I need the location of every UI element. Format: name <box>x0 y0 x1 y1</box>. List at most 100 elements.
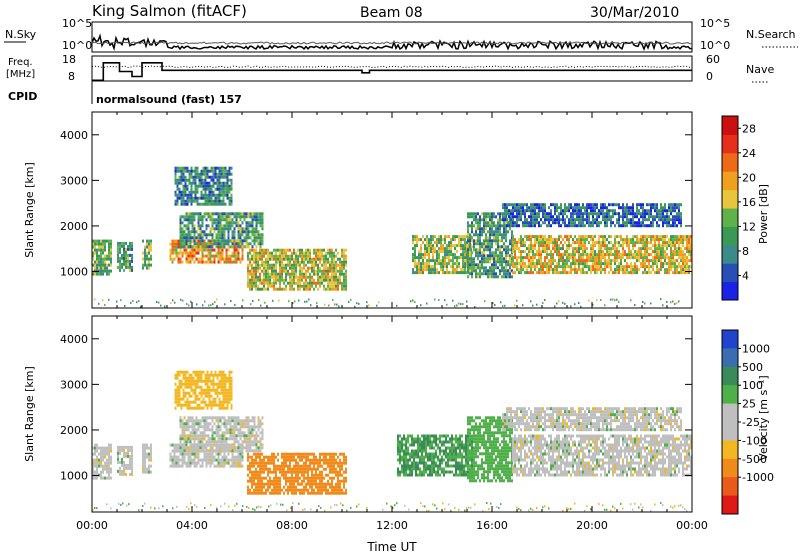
range-gate-cell <box>501 245 503 249</box>
range-gate-cell <box>207 224 210 228</box>
range-gate-cell <box>471 230 473 234</box>
range-gate-cell <box>94 263 96 267</box>
range-gate-cell <box>251 440 254 444</box>
range-gate-cell <box>301 278 303 282</box>
range-gate-cell <box>225 221 228 225</box>
range-gate-cell <box>283 269 285 273</box>
range-gate-cell <box>479 227 481 231</box>
range-gate-cell <box>195 431 198 435</box>
range-gate-cell <box>223 425 226 429</box>
range-gate-cell <box>612 271 614 275</box>
range-gate-cell <box>195 446 198 450</box>
range-gate-cell <box>520 215 522 219</box>
range-gate-cell <box>582 206 584 210</box>
range-gate-cell <box>181 422 184 426</box>
range-gate-cell <box>173 455 176 459</box>
range-gate-cell <box>197 434 200 438</box>
range-gate-cell <box>281 260 283 264</box>
range-gate-cell <box>186 202 189 206</box>
range-gate-cell <box>315 284 317 288</box>
range-gate-cell <box>566 250 568 254</box>
range-gate-cell <box>646 203 648 207</box>
range-gate-cell <box>253 428 256 432</box>
range-gate-cell <box>261 236 264 240</box>
range-gate-cell <box>183 428 186 432</box>
range-gate-cell <box>241 452 244 456</box>
range-gate-cell <box>225 224 228 228</box>
range-gate-cell <box>520 244 522 248</box>
range-gate-cell <box>479 221 481 225</box>
range-gate-cell <box>222 169 225 173</box>
range-gate-cell <box>434 250 436 254</box>
range-gate-cell <box>568 206 570 210</box>
range-gate-cell <box>219 215 222 219</box>
range-gate-cell <box>646 259 648 263</box>
range-gate-cell <box>536 250 538 254</box>
range-gate-cell <box>228 187 231 191</box>
range-gate-cell <box>469 260 471 264</box>
range-gate-cell <box>489 227 491 231</box>
range-gate-cell <box>337 284 339 288</box>
range-gate-cell <box>479 269 481 273</box>
range-gate-cell <box>220 199 223 203</box>
range-gate-cell <box>471 272 473 276</box>
range-gate-cell <box>485 260 487 264</box>
range-gate-cell <box>229 221 232 225</box>
range-gate-cell <box>217 215 220 219</box>
range-gate-cell <box>618 253 620 257</box>
range-gate-cell <box>108 242 110 246</box>
range-gate-cell <box>96 251 98 255</box>
range-gate-cell <box>584 259 586 263</box>
range-gate-cell <box>257 239 260 243</box>
range-gate-cell <box>249 287 251 291</box>
range-gate-cell <box>265 281 267 285</box>
range-gate-cell <box>150 449 152 453</box>
range-gate-cell <box>269 284 271 288</box>
range-gate-cell <box>223 431 226 435</box>
range-gate-cell <box>556 262 558 266</box>
range-gate-cell <box>684 271 686 275</box>
range-gate-cell <box>309 275 311 279</box>
nsearch-trace <box>91 41 693 45</box>
range-gate-cell <box>201 242 204 246</box>
range-gate-cell <box>574 221 576 225</box>
range-gate-cell <box>690 250 692 254</box>
range-gate-cell <box>491 266 493 270</box>
range-gate-cell <box>178 373 181 377</box>
range-gate-cell <box>275 248 277 252</box>
range-gate-cell <box>660 262 662 266</box>
range-gate-cell <box>343 263 345 267</box>
range-gate-cell <box>471 269 473 273</box>
range-gate-cell <box>642 224 644 228</box>
range-gate-cell <box>196 190 199 194</box>
range-gate-cell <box>568 247 570 251</box>
range-gate-cell <box>209 251 212 255</box>
range-gate-cell <box>616 212 618 216</box>
range-gate-cell <box>606 212 608 216</box>
range-gate-cell <box>301 275 303 279</box>
range-gate-cell <box>572 209 574 213</box>
range-gate-cell <box>116 300 118 303</box>
range-gate-cell <box>100 464 102 468</box>
range-gate-cell <box>231 425 234 429</box>
range-gate-cell <box>414 256 416 260</box>
range-gate-cell <box>319 284 321 288</box>
range-gate-cell <box>191 419 194 423</box>
range-gate-cell <box>624 212 626 216</box>
range-gate-cell <box>481 218 483 222</box>
range-gate-cell <box>505 263 507 267</box>
range-gate-cell <box>301 269 303 273</box>
range-gate-cell <box>217 425 220 429</box>
range-gate-cell <box>187 218 190 222</box>
range-gate-cell <box>333 269 335 273</box>
range-gate-cell <box>580 244 582 248</box>
range-gate-cell <box>610 209 612 213</box>
range-gate-cell <box>191 452 194 456</box>
range-gate-cell <box>493 239 495 243</box>
range-gate-cell <box>680 218 682 222</box>
range-gate-cell <box>180 403 183 407</box>
range-gate-cell <box>251 233 254 237</box>
range-gate-cell <box>190 196 193 200</box>
